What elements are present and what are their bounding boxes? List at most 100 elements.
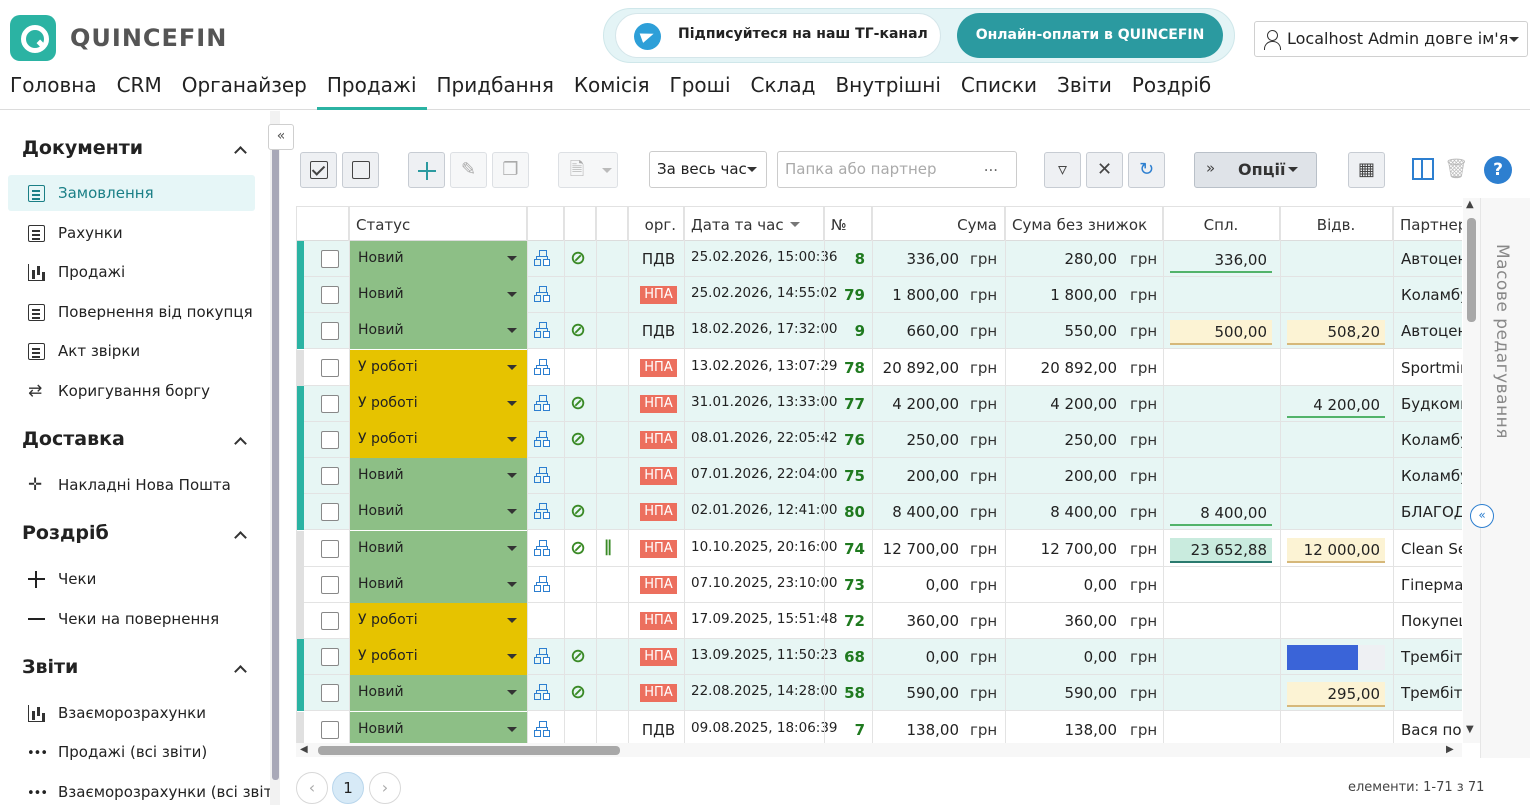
structure-icon[interactable] xyxy=(534,467,550,483)
number-cell[interactable]: 72 xyxy=(844,612,865,630)
row-checkbox[interactable] xyxy=(321,431,339,449)
structure-icon[interactable] xyxy=(534,648,550,664)
structure-icon[interactable] xyxy=(534,431,550,447)
link-icon[interactable]: ⊖ xyxy=(564,534,592,562)
table-row[interactable]: Новий ⊖ ∥ НПА 10.10.2025, 20:16:00 74 12 700,0… xyxy=(297,531,1462,567)
chevron-up-icon[interactable] xyxy=(234,531,247,544)
column-header-paid[interactable]: Спл. xyxy=(1163,207,1280,241)
link-icon[interactable]: ⊖ xyxy=(564,497,592,525)
status-select[interactable]: У роботі xyxy=(349,386,527,422)
nav-item-5[interactable]: Комісія xyxy=(573,73,650,97)
sidebar-item[interactable]: Продажі xyxy=(8,254,255,290)
scroll-left-arrow[interactable]: ◀ xyxy=(300,744,308,755)
delete-button[interactable]: 🗑 xyxy=(1444,156,1468,182)
sidebar-item[interactable]: Коригування боргу xyxy=(8,373,255,409)
partner-filter-input[interactable]: Папка або партнер... xyxy=(777,151,1017,188)
status-select[interactable]: Новий xyxy=(349,277,527,313)
status-select[interactable]: Новий xyxy=(349,675,527,711)
column-header-partner[interactable]: Партнер xyxy=(1393,207,1462,241)
copy-button[interactable]: ❐ xyxy=(492,152,529,188)
sidebar-section-title[interactable]: Роздріб xyxy=(22,522,109,544)
status-select[interactable]: У роботі xyxy=(349,422,527,458)
column-header-datetime[interactable]: Дата та час xyxy=(684,207,824,241)
number-cell[interactable]: 8 xyxy=(854,250,865,268)
structure-icon[interactable] xyxy=(534,540,550,556)
structure-icon[interactable] xyxy=(534,684,550,700)
table-row[interactable]: У роботі НПА 17.09.2025, 15:51:48 72 360,00 г… xyxy=(297,603,1462,639)
nav-item-8[interactable]: Внутрішні xyxy=(835,73,941,97)
nav-item-0[interactable]: Головна xyxy=(10,73,97,97)
link-icon[interactable]: ⊖ xyxy=(564,642,592,670)
sidebar-item[interactable]: Чеки xyxy=(8,561,255,597)
nav-item-6[interactable]: Гроші xyxy=(669,73,731,97)
number-cell[interactable]: 74 xyxy=(844,540,865,558)
nav-item-4[interactable]: Придбання xyxy=(436,73,554,97)
sidebar-item[interactable]: Взаєморозрахунки xyxy=(8,695,255,731)
row-checkbox[interactable] xyxy=(321,286,339,304)
logo-icon[interactable] xyxy=(10,15,56,61)
column-header-blank[interactable] xyxy=(564,207,596,241)
number-cell[interactable]: 73 xyxy=(844,576,865,594)
chevron-up-icon[interactable] xyxy=(234,437,247,450)
sort-desc-icon[interactable] xyxy=(790,222,800,227)
link-icon[interactable]: ⊖ xyxy=(564,425,592,453)
number-cell[interactable]: 79 xyxy=(844,286,865,304)
nav-item-2[interactable]: Органайзер xyxy=(181,73,307,97)
column-header-sum[interactable]: Сума xyxy=(872,207,1005,241)
table-row[interactable]: У роботі ⊖ НПА 13.09.2025, 11:50:23 68 0,00 гр… xyxy=(297,639,1462,675)
link-icon[interactable]: ⊖ xyxy=(564,244,592,272)
row-checkbox[interactable] xyxy=(321,467,339,485)
sidebar-section-title[interactable]: Звіти xyxy=(22,656,79,678)
sidebar-item[interactable]: Накладні Нова Пошта xyxy=(8,467,255,503)
mass-edit-label[interactable]: Масове редагування xyxy=(1492,244,1512,440)
status-select[interactable]: У роботі xyxy=(349,603,527,639)
period-select[interactable]: За весь час xyxy=(649,151,767,188)
sidebar-item[interactable]: Рахунки xyxy=(8,215,255,251)
structure-icon[interactable] xyxy=(534,359,550,375)
column-header-org[interactable]: орг. xyxy=(628,207,684,241)
number-cell[interactable]: 7 xyxy=(854,721,865,739)
number-cell[interactable]: 80 xyxy=(844,503,865,521)
number-cell[interactable]: 75 xyxy=(844,467,865,485)
expand-panel-button[interactable]: « xyxy=(1470,504,1494,528)
sidebar-item[interactable]: Замовлення xyxy=(8,175,255,211)
sidebar-item[interactable]: Акт звірки xyxy=(8,333,255,369)
structure-icon[interactable] xyxy=(534,322,550,338)
table-row[interactable]: У роботі ⊖ НПА 08.01.2026, 22:05:42 76 250,00… xyxy=(297,422,1462,458)
column-header-num[interactable]: № xyxy=(824,207,872,241)
edit-button[interactable]: ✎ xyxy=(450,152,487,188)
link-icon[interactable]: ⊖ xyxy=(564,316,592,344)
sidebar-item[interactable]: Взаєморозрахунки (всі звіт xyxy=(8,774,270,805)
row-checkbox[interactable] xyxy=(321,612,339,630)
sidebar-section-title[interactable]: Доставка xyxy=(22,428,125,450)
page-1-button[interactable]: 1 xyxy=(332,772,364,804)
deselect-all-button[interactable] xyxy=(342,152,379,188)
clear-filter-button[interactable]: ✕ xyxy=(1086,152,1123,188)
number-cell[interactable]: 76 xyxy=(844,431,865,449)
table-row[interactable]: Новий ⊖ НПА 22.08.2025, 14:28:00 58 590,00 грн… xyxy=(297,675,1462,711)
status-select[interactable]: Новий xyxy=(349,241,527,277)
add-button[interactable] xyxy=(408,152,445,188)
table-view-button[interactable]: ▦ xyxy=(1348,152,1385,188)
partner-cell[interactable]: Трембіта xyxy=(1401,684,1462,702)
status-select[interactable]: У роботі xyxy=(349,639,527,675)
next-page-button[interactable]: › xyxy=(369,772,401,804)
table-row[interactable]: У роботі ⊖ НПА 31.01.2026, 13:33:00 77 4 200,… xyxy=(297,386,1462,422)
select-all-button[interactable] xyxy=(300,152,337,188)
row-checkbox[interactable] xyxy=(321,503,339,521)
partner-cell[interactable]: Clean Ser xyxy=(1401,540,1462,558)
number-cell[interactable]: 77 xyxy=(844,395,865,413)
create-based-on-button[interactable]: 🗎 xyxy=(558,152,618,188)
column-header-status[interactable]: Статус xyxy=(349,207,527,241)
sidebar-item[interactable]: Повернення від покупця xyxy=(8,294,255,330)
row-checkbox[interactable] xyxy=(321,540,339,558)
scroll-right-arrow[interactable]: ▶ xyxy=(1446,744,1454,755)
row-checkbox[interactable] xyxy=(321,684,339,702)
attachment-icon[interactable]: ∥ xyxy=(604,537,612,556)
scroll-down-arrow[interactable]: ▼ xyxy=(1466,724,1474,735)
column-header-blank[interactable] xyxy=(596,207,628,241)
options-button[interactable]: » Опції xyxy=(1194,152,1317,188)
table-row[interactable]: Новий ПДВ 09.08.2025, 18:06:39 7 138,00 грн 13… xyxy=(297,712,1462,743)
partner-cell[interactable]: Будкомпл xyxy=(1401,395,1462,413)
collapse-sidebar-button[interactable]: « xyxy=(268,124,294,150)
